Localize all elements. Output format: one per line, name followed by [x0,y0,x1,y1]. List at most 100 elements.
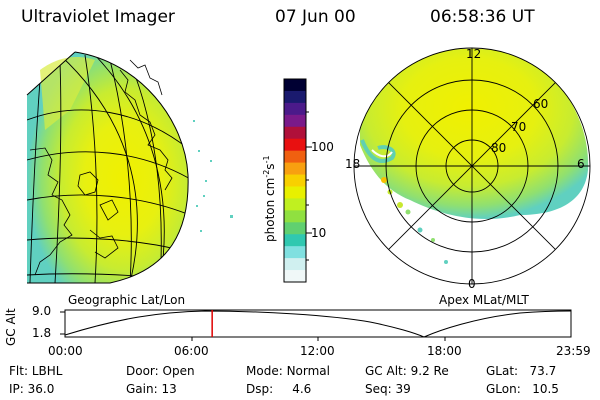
door-label: Door: [126,364,159,378]
gcalt-label: GC Alt: [365,364,407,378]
colorbar-band [284,198,306,211]
mlt-label-18: 18 [345,157,361,171]
glat-label: GLat: [486,364,519,378]
colorbar-band [284,174,306,187]
timeline-ylabel: GC Alt [4,308,18,346]
info-dsp: Dsp: 4.6 [246,382,311,396]
flt-label: Flt: [9,364,28,378]
gain-label: Gain: [126,382,158,396]
colorbar-band [284,90,306,104]
timeline-frame [64,309,572,338]
colorbar-scale [284,79,306,283]
left-lat-line [27,109,189,151]
left-lon-line [84,54,98,283]
polar-meridian [388,82,556,250]
colorbar-band [284,114,306,128]
info-ip: IP: 36.0 [9,382,54,396]
colorbar-band [284,186,306,199]
coastlines [29,59,173,276]
geographic-map [26,51,233,284]
timeline-tick-1800: 18:00 [427,344,462,358]
time-label: 06:58:36 UT [430,7,535,27]
mlt-label-6: 6 [577,157,585,171]
coastline-islands [99,199,119,221]
colorbar-units-s: s [263,163,277,170]
colorbar-band [284,79,306,92]
colorbar-units: photon cm-2s-1 [262,155,277,242]
colorbar-band [284,126,306,140]
left-limb-boundary [27,51,189,284]
mlt-label-12: 12 [466,47,482,61]
timeline-ybottom: 1.8 [32,326,52,340]
colorbar [283,78,312,283]
info-flt: Flt: LBHL [9,364,62,378]
colorbar-band [284,246,306,259]
left-lat-line [27,151,189,181]
left-map-caption: Geographic Lat/Lon [68,293,186,307]
coastline-northamerica [29,147,73,276]
left-lon-line [54,61,62,283]
colorbar-label-10: 10 [311,226,327,240]
colorbar-units-exp2: -1 [262,155,271,164]
polar-grid [353,47,591,285]
date-label: 07 Jun 00 [275,7,356,27]
colorbar-band [284,210,306,223]
polar-blobs [381,177,448,264]
left-lon-line [109,59,132,283]
left-lat-line [27,194,189,216]
dsp-label: Dsp: [246,382,274,396]
info-glat: GLat: 73.7 [486,364,556,378]
ip-label: IP: [9,382,24,396]
mlat-label-60: 60 [533,97,549,111]
mode-value: Normal [286,364,330,378]
timeline-ytop: 9.0 [32,304,52,318]
info-gcalt: GC Alt: 9.2 Re [365,364,449,378]
gc-alt-curve [64,310,572,338]
left-lon-line [29,79,41,283]
instrument-title: Ultraviolet Imager [21,7,175,27]
polar-map [353,47,591,285]
left-meridian [59,54,138,283]
right-map-caption: Apex MLat/MLT [439,293,529,307]
colorbar-units-text: photon cm [263,177,277,242]
info-gain: Gain: 13 [126,382,177,396]
colorbar-band [284,222,306,235]
glon-value: 10.5 [532,382,559,396]
right-aurora-edge [371,149,393,158]
glat-value: 73.7 [529,364,557,378]
mlt-label-0: 0 [468,277,476,291]
colorbar-band [284,270,306,283]
left-faint-region [40,57,95,130]
coastline-arctic [129,59,163,96]
left-speckle [193,120,233,232]
colorbar-band [284,162,306,176]
glon-label: GLon: [486,382,521,396]
seq-value: 39 [395,382,411,396]
colorbar-band [284,138,306,152]
flt-value: LBHL [31,364,63,378]
info-door: Door: Open [126,364,195,378]
colorbar-label-100: 100 [311,140,334,154]
timeline-tick-0000: 00:00 [48,344,83,358]
colorbar-band [284,150,306,164]
coastline-hudson [89,229,119,259]
colorbar-units-exp1: -2 [262,169,271,178]
door-value: Open [162,364,195,378]
left-map-boundary [26,51,76,96]
coastline-greenland [119,69,173,191]
ip-value: 36.0 [27,382,55,396]
mode-label: Mode: [246,364,283,378]
timeline-tick-2359: 23:59 [556,344,591,358]
dsp-value: 4.6 [292,382,312,396]
orbit-timeline [60,309,572,341]
right-aurora-edge [360,139,396,163]
timeline-tick-0600: 06:00 [174,344,209,358]
coastline-islands [77,171,99,196]
left-lat-line [27,237,181,251]
info-glon: GLon: 10.5 [486,382,559,396]
colorbar-band [284,234,306,247]
timeline-tick-1200: 12:00 [300,344,335,358]
colorbar-band [284,102,306,116]
